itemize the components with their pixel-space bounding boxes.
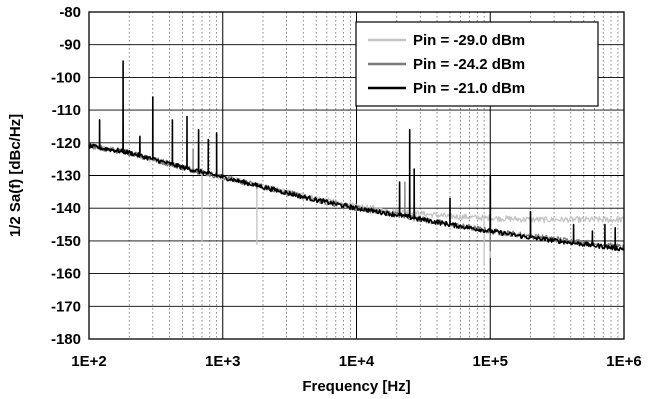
- legend-label-2: Pin = -24.2 dBm: [413, 56, 525, 73]
- y-tick-labels: -80 -90 -100 -110 -120 -130 -140 -150 -160 -170 -1…: [51, 4, 81, 348]
- y-tick-label: -100: [51, 69, 81, 86]
- x-tick-label: 1E+2: [71, 353, 106, 370]
- series-group: [88, 60, 625, 265]
- x-tick-label: 1E+5: [473, 353, 508, 370]
- y-tick-label: -170: [51, 298, 81, 315]
- x-tick-label: 1E+3: [205, 353, 240, 370]
- legend-label-1: Pin = -29.0 dBm: [413, 32, 525, 49]
- y-tick-label: -110: [52, 102, 81, 119]
- y-tick-label: -150: [51, 233, 81, 250]
- x-axis-title: Frequency [Hz]: [302, 378, 410, 395]
- x-tick-labels: 1E+2 1E+3 1E+4 1E+5 1E+6: [71, 353, 641, 370]
- series-line-3: [88, 60, 625, 252]
- legend: Pin = -29.0 dBm Pin = -24.2 dBm Pin = -21.…: [355, 21, 599, 107]
- y-tick-label: -80: [59, 4, 81, 21]
- y-tick-label: -130: [51, 168, 81, 185]
- y-tick-label: -180: [51, 331, 81, 348]
- x-tick-label: 1E+6: [606, 353, 641, 370]
- x-tick-label: 1E+4: [339, 353, 375, 370]
- y-tick-label: -160: [51, 266, 81, 283]
- y-tick-label: -120: [51, 135, 81, 152]
- y-axis-title: 1/2 Sa(f) [dBc/Hz]: [7, 114, 24, 237]
- y-tick-label: -140: [51, 200, 81, 217]
- plot-frame: [88, 11, 625, 340]
- legend-label-3: Pin = -21.0 dBm: [413, 80, 525, 97]
- y-tick-label: -90: [59, 37, 81, 54]
